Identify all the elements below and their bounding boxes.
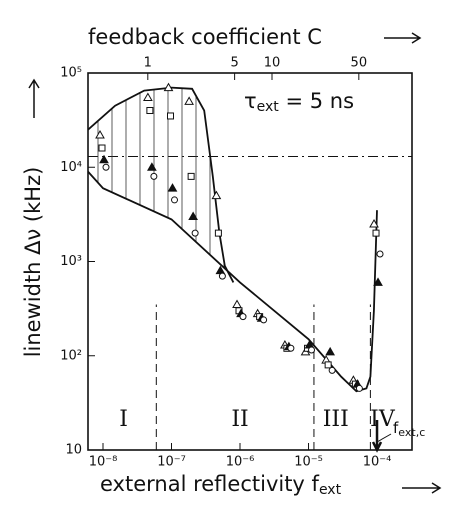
point xyxy=(102,163,110,171)
y-tick-label: 10² xyxy=(60,348,82,363)
x-axis-label-sub: ext xyxy=(319,482,342,498)
annotation-sub: ext xyxy=(257,99,280,115)
region-label: II xyxy=(231,407,248,432)
point xyxy=(373,277,383,286)
point xyxy=(376,250,384,258)
x2-tick-label: 1 xyxy=(144,56,152,71)
y-tick-label: 10⁴ xyxy=(60,160,82,175)
point xyxy=(95,129,105,139)
arrow xyxy=(402,482,442,494)
point xyxy=(211,190,222,200)
x2-axis-label: feedback coefficient C xyxy=(88,25,322,49)
point xyxy=(324,361,332,369)
region-label: III xyxy=(323,407,349,432)
x2-tick-label: 10 xyxy=(264,56,281,71)
y-tick-label: 10³ xyxy=(60,254,82,269)
point xyxy=(308,346,316,354)
critical-label: fext,c xyxy=(393,419,425,440)
x-tick-label: 10⁻⁵ xyxy=(294,455,323,470)
point xyxy=(214,229,222,237)
x-tick-label: 10⁻⁴ xyxy=(363,455,392,470)
x-axis-label: external reflectivity fext xyxy=(100,472,342,498)
point xyxy=(191,229,199,237)
annotation: τext = 5 ns xyxy=(244,89,354,115)
point xyxy=(99,154,109,164)
point xyxy=(355,384,363,392)
y-axis-label-group: linewidth Δν (kHz) xyxy=(21,167,45,358)
point xyxy=(98,144,106,152)
point xyxy=(146,107,154,115)
y-tick-label: 10⁵ xyxy=(60,66,82,81)
region-label: IV xyxy=(370,407,396,432)
point xyxy=(239,313,247,321)
point xyxy=(372,229,380,237)
leader xyxy=(376,433,392,443)
point xyxy=(287,344,295,352)
x-tick-label: 10⁻⁷ xyxy=(157,455,186,470)
x2-tick-label: 5 xyxy=(230,56,238,71)
region-label: I xyxy=(119,407,128,432)
point xyxy=(188,211,198,221)
annotation-rest: = 5 ns xyxy=(279,89,354,113)
point xyxy=(328,366,336,374)
point xyxy=(150,172,158,180)
point xyxy=(143,92,153,101)
critical-label-sub: ext,c xyxy=(398,426,425,439)
point xyxy=(167,112,175,120)
x-axis-label-main: external reflectivity f xyxy=(100,472,320,496)
point xyxy=(187,172,195,180)
curve xyxy=(87,170,378,393)
point xyxy=(171,196,179,204)
x-tick-label: 10⁻⁶ xyxy=(226,455,255,470)
point xyxy=(163,82,174,92)
point xyxy=(167,183,178,192)
y-axis-label: linewidth Δν (kHz) xyxy=(21,167,45,358)
arrow xyxy=(28,78,40,118)
point xyxy=(232,299,242,308)
x2-tick-label: 50 xyxy=(351,56,368,71)
plot-frame xyxy=(87,72,413,451)
point xyxy=(184,96,194,105)
point xyxy=(147,162,157,171)
curve xyxy=(87,86,235,283)
point xyxy=(369,218,379,228)
critical-label-main: f xyxy=(393,419,399,437)
point xyxy=(325,346,336,356)
x-tick-label: 10⁻⁸ xyxy=(89,455,118,470)
annotation-main: τ xyxy=(244,89,257,113)
point xyxy=(218,272,226,280)
y-tick-label: 10 xyxy=(65,443,82,458)
critical-arrow xyxy=(371,420,383,453)
point xyxy=(260,316,268,324)
arrow xyxy=(384,32,422,44)
